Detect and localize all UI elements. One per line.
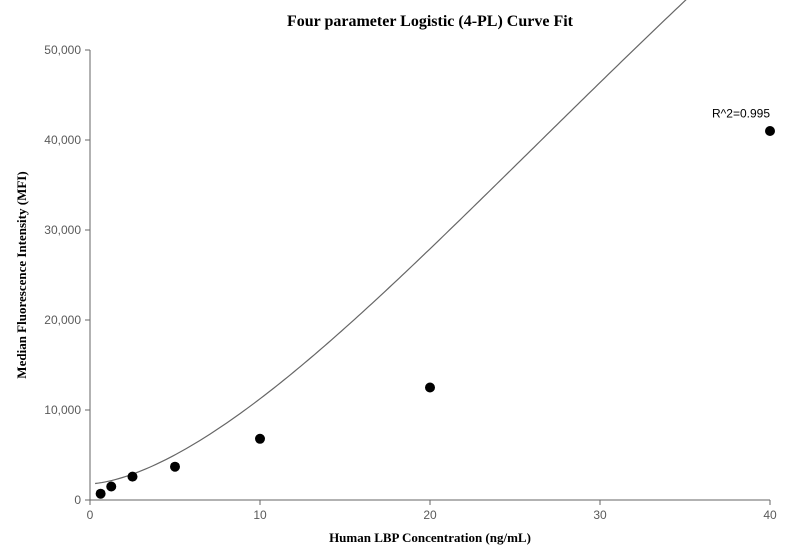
y-tick-label: 20,000 [44, 313, 81, 327]
x-tick-label: 30 [593, 508, 607, 522]
data-point [106, 482, 116, 492]
x-tick-label: 20 [423, 508, 437, 522]
data-point [170, 462, 180, 472]
y-tick-label: 10,000 [44, 403, 81, 417]
y-tick-label: 40,000 [44, 133, 81, 147]
data-point [128, 472, 138, 482]
x-tick-label: 0 [87, 508, 94, 522]
r-squared-annotation: R^2=0.995 [712, 107, 770, 121]
x-axis-label: Human LBP Concentration (ng/mL) [329, 530, 531, 545]
y-axis-label: Median Fluorescence Intensity (MFI) [14, 171, 29, 378]
y-tick-label: 0 [74, 493, 81, 507]
chart-background [0, 0, 808, 560]
data-point [765, 126, 775, 136]
data-point [255, 434, 265, 444]
data-point [425, 383, 435, 393]
x-tick-label: 10 [253, 508, 267, 522]
chart-title: Four parameter Logistic (4-PL) Curve Fit [287, 13, 574, 30]
y-tick-label: 50,000 [44, 43, 81, 57]
curve-fit-chart: Four parameter Logistic (4-PL) Curve Fit… [0, 0, 808, 560]
data-point [96, 489, 106, 499]
x-tick-label: 40 [763, 508, 777, 522]
y-tick-label: 30,000 [44, 223, 81, 237]
